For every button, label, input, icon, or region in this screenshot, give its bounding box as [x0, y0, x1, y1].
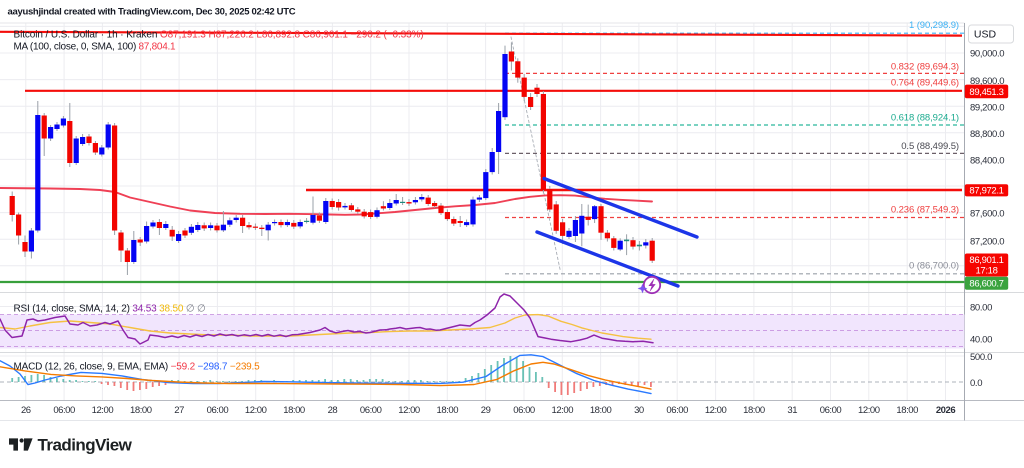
svg-text:Bitcoin / U.S. Dollar · 1h · K: Bitcoin / U.S. Dollar · 1h · Kraken O87,… — [14, 30, 424, 41]
svg-text:18:00: 18:00 — [896, 405, 918, 416]
svg-text:86,600.7: 86,600.7 — [969, 279, 1003, 290]
svg-text:30: 30 — [634, 405, 644, 416]
svg-text:40.00: 40.00 — [970, 335, 992, 346]
svg-text:1 (90,298.9): 1 (90,298.9) — [909, 20, 959, 31]
svg-text:18:00: 18:00 — [590, 405, 612, 416]
svg-text:29: 29 — [481, 405, 491, 416]
svg-text:87,600.0: 87,600.0 — [970, 209, 1004, 220]
svg-text:2026: 2026 — [936, 405, 956, 416]
svg-text:USD: USD — [974, 29, 997, 41]
svg-text:87,200.0: 87,200.0 — [970, 237, 1004, 248]
svg-text:17:18: 17:18 — [975, 265, 997, 276]
svg-text:0.5 (88,499.5): 0.5 (88,499.5) — [901, 141, 959, 152]
svg-text:12:00: 12:00 — [705, 405, 727, 416]
svg-text:0.618 (88,924.1): 0.618 (88,924.1) — [891, 113, 959, 124]
svg-text:86,901.1: 86,901.1 — [969, 255, 1003, 266]
svg-text:0 (86,700.0): 0 (86,700.0) — [909, 261, 959, 272]
svg-text:MACD (12, 26, close, 9, EMA, E: MACD (12, 26, close, 9, EMA, EMA) −59.2 … — [14, 361, 261, 372]
svg-text:06:00: 06:00 — [207, 405, 229, 416]
svg-text:18:00: 18:00 — [130, 405, 152, 416]
svg-text:12:00: 12:00 — [398, 405, 420, 416]
svg-text:88,800.0: 88,800.0 — [970, 129, 1004, 140]
svg-text:18:00: 18:00 — [283, 405, 305, 416]
svg-text:06:00: 06:00 — [360, 405, 382, 416]
svg-text:28: 28 — [328, 405, 338, 416]
svg-text:0.236 (87,549.3): 0.236 (87,549.3) — [891, 204, 959, 215]
svg-text:18:00: 18:00 — [743, 405, 765, 416]
svg-text:MA (100, close, 0, SMA, 100) 8: MA (100, close, 0, SMA, 100) 87,804.1 — [14, 42, 176, 53]
svg-text:06:00: 06:00 — [53, 405, 75, 416]
svg-text:0.0: 0.0 — [970, 378, 982, 389]
svg-text:31: 31 — [787, 405, 797, 416]
svg-text:26: 26 — [21, 405, 31, 416]
svg-text:18:00: 18:00 — [437, 405, 459, 416]
svg-text:06:00: 06:00 — [513, 405, 535, 416]
svg-text:87,972.1: 87,972.1 — [969, 186, 1003, 197]
svg-text:0.832 (89,694.3): 0.832 (89,694.3) — [891, 62, 959, 73]
svg-text:27: 27 — [174, 405, 184, 416]
svg-text:80.00: 80.00 — [970, 303, 992, 314]
svg-text:89,200.0: 89,200.0 — [970, 103, 1004, 114]
svg-text:0.764 (89,449.6): 0.764 (89,449.6) — [891, 77, 959, 88]
svg-text:89,600.0: 89,600.0 — [970, 76, 1004, 87]
svg-text:12:00: 12:00 — [92, 405, 114, 416]
svg-text:RSI (14, close, SMA, 14, 2) 34: RSI (14, close, SMA, 14, 2) 34.53 38.50 … — [14, 304, 206, 315]
svg-text:12:00: 12:00 — [552, 405, 574, 416]
svg-text:12:00: 12:00 — [858, 405, 880, 416]
svg-text:06:00: 06:00 — [666, 405, 688, 416]
svg-text:90,000.0: 90,000.0 — [970, 49, 1004, 60]
svg-text:06:00: 06:00 — [820, 405, 842, 416]
svg-text:88,400.0: 88,400.0 — [970, 156, 1004, 167]
svg-text:500.0: 500.0 — [970, 352, 992, 363]
svg-text:TradingView: TradingView — [38, 436, 133, 455]
svg-text:aayushjindal created with Trad: aayushjindal created with TradingView.co… — [8, 7, 296, 18]
svg-text:89,451.3: 89,451.3 — [969, 87, 1003, 98]
svg-text:12:00: 12:00 — [245, 405, 267, 416]
